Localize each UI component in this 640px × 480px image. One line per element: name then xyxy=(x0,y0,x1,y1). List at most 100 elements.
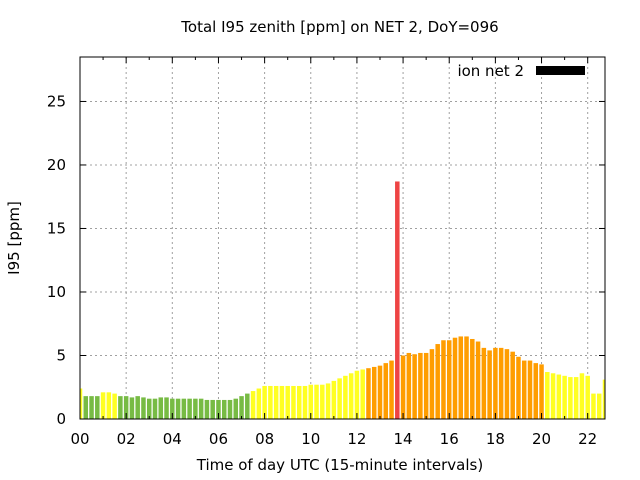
bar xyxy=(118,396,123,419)
bar xyxy=(371,366,377,419)
x-tick-label: 00 xyxy=(70,430,89,448)
x-tick-label: 06 xyxy=(209,430,228,448)
bar xyxy=(325,383,331,419)
bar xyxy=(545,372,550,419)
bar xyxy=(135,396,140,419)
bar xyxy=(435,344,440,419)
bar xyxy=(400,355,406,419)
bar xyxy=(279,385,285,419)
bar xyxy=(550,373,556,419)
bar xyxy=(320,384,325,419)
bar xyxy=(245,393,250,419)
bar xyxy=(354,370,360,419)
bar xyxy=(395,181,400,419)
bar xyxy=(475,341,481,419)
legend: ion net 2 xyxy=(457,62,585,80)
plot-frame xyxy=(79,56,606,420)
bar xyxy=(510,351,515,419)
bar xyxy=(256,388,262,419)
bar xyxy=(83,396,89,419)
bar xyxy=(383,363,389,419)
x-tick-label: 22 xyxy=(578,430,597,448)
bar xyxy=(175,398,181,419)
chart-title: Total I95 zenith [ppm] on NET 2, DoY=096 xyxy=(180,18,498,36)
x-tick-label: 20 xyxy=(532,430,551,448)
bar xyxy=(562,375,567,419)
bar xyxy=(539,364,544,419)
ticks xyxy=(79,57,605,420)
bar xyxy=(331,380,337,419)
bar xyxy=(573,377,579,419)
bar xyxy=(556,374,562,419)
bar xyxy=(596,393,602,419)
bar xyxy=(452,337,458,419)
y-tick-label: 5 xyxy=(56,346,66,364)
bar xyxy=(423,352,429,419)
bar xyxy=(406,352,412,419)
bar xyxy=(227,399,233,419)
bar xyxy=(516,356,521,419)
bar xyxy=(152,398,158,419)
x-tick-label: 08 xyxy=(255,430,274,448)
x-tick-label: 16 xyxy=(440,430,459,448)
bar xyxy=(181,398,187,419)
bar xyxy=(348,373,354,419)
bar xyxy=(314,384,319,419)
bar xyxy=(458,336,464,419)
bar xyxy=(141,397,146,419)
y-axis-label: I95 [ppm] xyxy=(5,201,23,275)
bar xyxy=(250,391,256,419)
bar xyxy=(527,360,533,419)
y-tick-label: 10 xyxy=(47,283,66,301)
bar xyxy=(106,392,112,419)
bar xyxy=(164,397,169,419)
y-tick-label: 20 xyxy=(47,156,66,174)
bar xyxy=(585,375,590,419)
bar xyxy=(418,352,423,419)
bar xyxy=(441,340,446,419)
bar xyxy=(308,384,314,419)
bar xyxy=(80,388,83,419)
bar xyxy=(296,385,302,419)
bar xyxy=(193,398,198,419)
bar xyxy=(123,396,129,419)
bar xyxy=(521,360,527,419)
bar xyxy=(337,378,342,419)
bar xyxy=(533,363,539,419)
bar xyxy=(377,365,383,419)
x-tick-labels: 00 02 04 06 08 10 12 14 16 18 20 22 xyxy=(70,430,597,448)
bar xyxy=(233,398,239,419)
x-tick-label: 04 xyxy=(163,430,182,448)
bar xyxy=(464,336,469,419)
bar xyxy=(204,399,210,419)
bar xyxy=(187,398,192,419)
bar xyxy=(285,385,290,419)
bar xyxy=(493,347,498,419)
bar xyxy=(216,399,221,419)
bar xyxy=(360,369,365,419)
legend-label: ion net 2 xyxy=(457,62,524,80)
bar xyxy=(95,396,100,419)
bar xyxy=(366,368,371,419)
bar xyxy=(429,349,435,419)
grid xyxy=(80,57,605,419)
x-axis-label: Time of day UTC (15-minute intervals) xyxy=(196,456,483,474)
x-tick-label: 10 xyxy=(301,430,320,448)
x-tick-label: 02 xyxy=(117,430,136,448)
bar xyxy=(591,393,596,419)
x-tick-label: 18 xyxy=(486,430,505,448)
y-tick-label: 15 xyxy=(47,219,66,237)
bar xyxy=(481,347,487,419)
bar xyxy=(262,385,267,419)
bar xyxy=(239,396,244,419)
bar xyxy=(498,347,504,419)
bar xyxy=(446,340,452,419)
bar xyxy=(568,377,573,419)
bar xyxy=(470,338,475,419)
bar xyxy=(504,349,510,419)
bar xyxy=(210,399,215,419)
bar xyxy=(112,393,117,419)
bar xyxy=(221,399,227,419)
x-tick-label: 14 xyxy=(394,430,413,448)
